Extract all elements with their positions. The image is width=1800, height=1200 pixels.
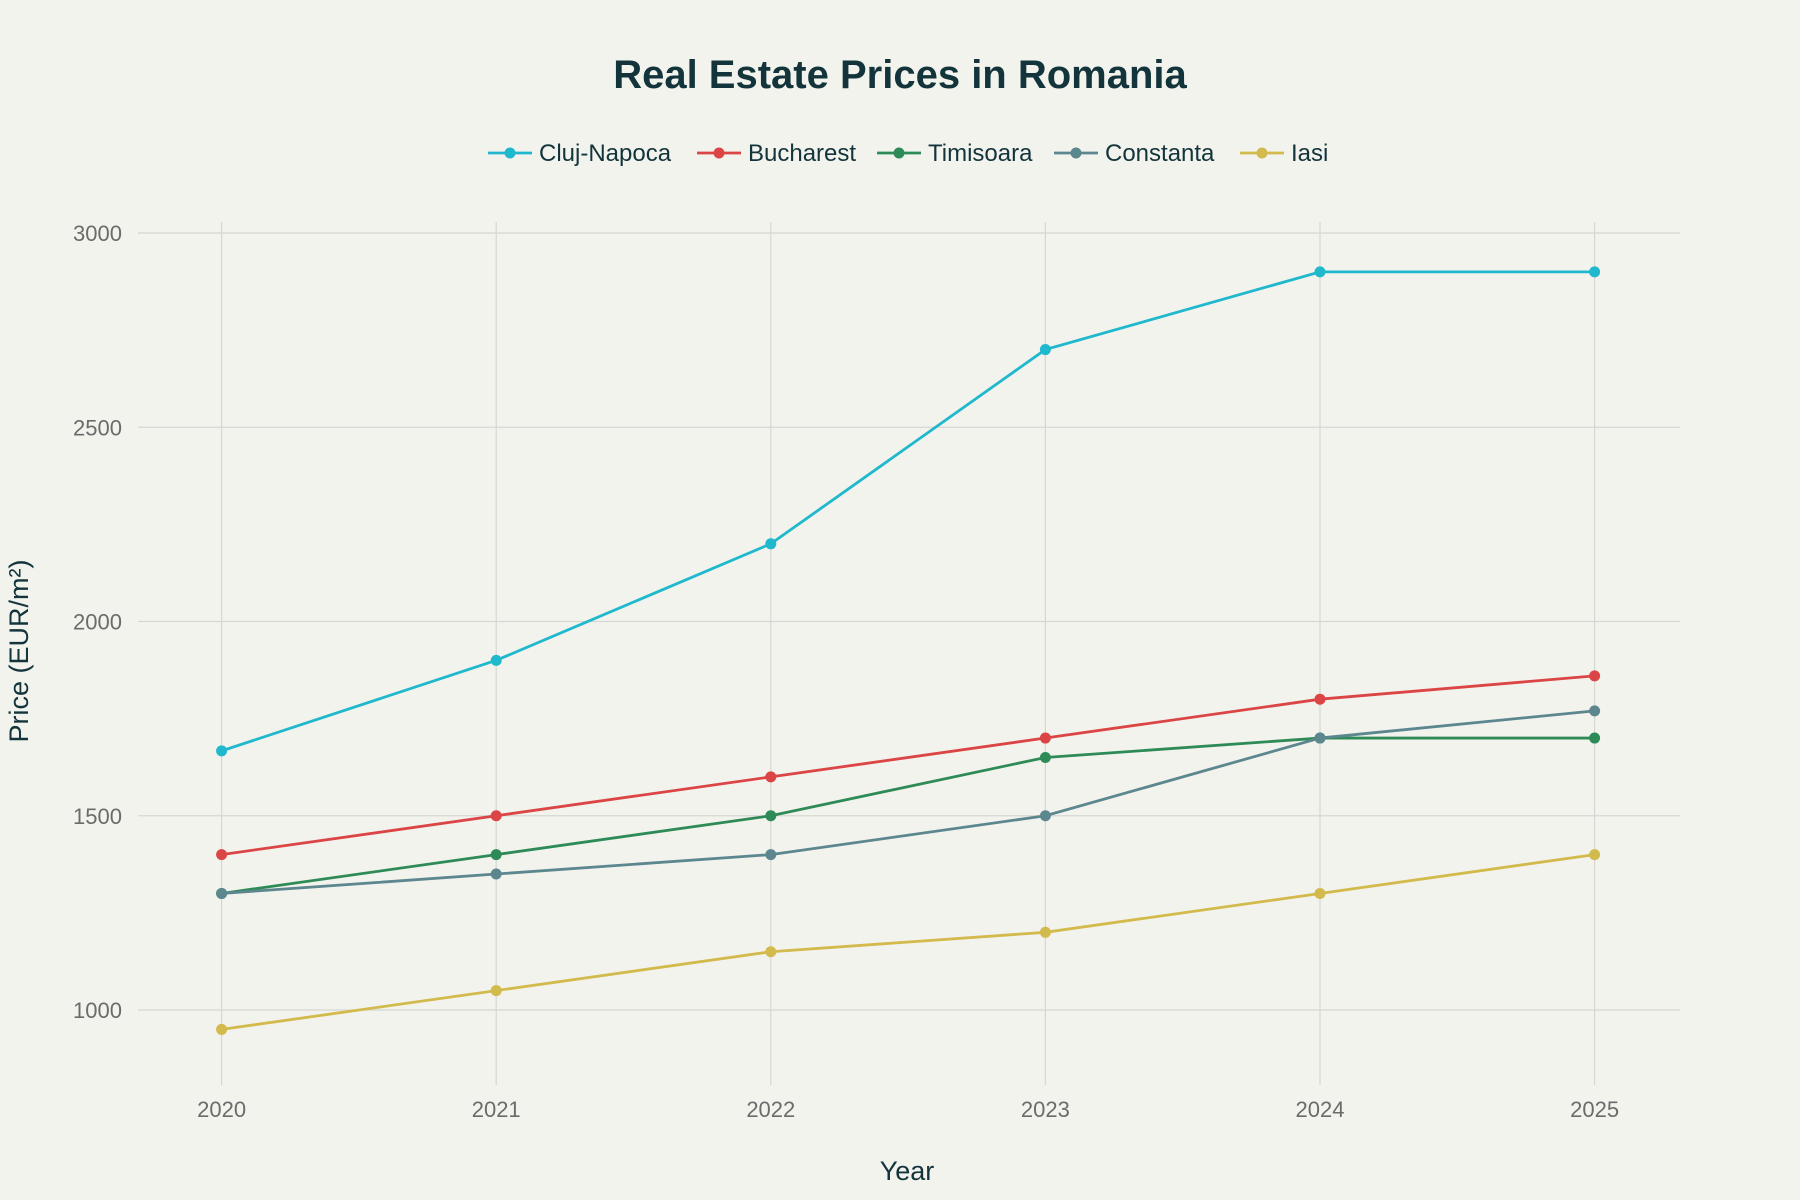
y-tick-label: 1000 — [73, 998, 122, 1023]
data-point[interactable] — [216, 1023, 228, 1035]
legend-marker-icon — [713, 147, 725, 159]
data-point[interactable] — [1589, 705, 1601, 717]
data-point[interactable] — [1039, 810, 1051, 822]
legend-item[interactable]: Bucharest — [697, 140, 856, 167]
y-tick-label: 3000 — [73, 221, 122, 246]
data-point[interactable] — [1039, 751, 1051, 763]
data-point[interactable] — [216, 745, 228, 757]
series-constanta — [216, 705, 1601, 899]
series-line — [221, 736, 1595, 895]
x-axis-title: Year — [880, 1156, 935, 1186]
series-iasi — [216, 849, 1601, 1035]
y-tick-label: 1500 — [73, 804, 122, 829]
series-lines — [216, 266, 1601, 1035]
legend: Cluj-Napoca Bucharest Timisoara Constanta Ia… — [488, 140, 1328, 167]
chart-title: Real Estate Prices in Romania — [613, 53, 1187, 97]
y-axis-title: Price (EUR/m²) — [4, 560, 34, 743]
data-point[interactable] — [1589, 849, 1601, 861]
legend-item[interactable]: Constanta — [1054, 140, 1215, 167]
data-point[interactable] — [216, 887, 228, 899]
y-axis-ticks: 1000 1500 2000 2500 3000 — [73, 221, 122, 1023]
data-point[interactable] — [490, 810, 502, 822]
x-axis-ticks: 2020 2021 2022 2023 2024 2025 — [197, 1097, 1619, 1122]
x-tick-label: 2020 — [197, 1097, 246, 1122]
data-point[interactable] — [1039, 344, 1051, 356]
legend-label: Timisoara — [928, 140, 1033, 167]
legend-label: Iasi — [1291, 140, 1328, 167]
data-point[interactable] — [1039, 732, 1051, 744]
data-point[interactable] — [1314, 887, 1326, 899]
data-point[interactable] — [765, 810, 777, 822]
legend-marker-icon — [1256, 147, 1268, 159]
legend-label: Bucharest — [748, 140, 856, 167]
data-point[interactable] — [1589, 266, 1601, 278]
legend-marker-icon — [893, 147, 905, 159]
legend-marker-icon — [1070, 147, 1082, 159]
data-point[interactable] — [765, 538, 777, 550]
x-tick-label: 2023 — [1021, 1097, 1070, 1122]
series-line — [221, 674, 1595, 856]
legend-item[interactable]: Timisoara — [877, 140, 1033, 167]
legend-item[interactable]: Cluj-Napoca — [488, 140, 672, 167]
data-point[interactable] — [765, 849, 777, 861]
data-point[interactable] — [490, 985, 502, 997]
data-point[interactable] — [1589, 732, 1601, 744]
data-point[interactable] — [490, 868, 502, 880]
data-point[interactable] — [765, 946, 777, 958]
series-cluj-napoca — [216, 266, 1601, 757]
gridlines — [138, 222, 1680, 1085]
data-point[interactable] — [216, 849, 228, 861]
x-tick-label: 2021 — [472, 1097, 521, 1122]
x-tick-label: 2024 — [1296, 1097, 1345, 1122]
data-point[interactable] — [1314, 266, 1326, 278]
x-tick-label: 2025 — [1570, 1097, 1619, 1122]
y-tick-label: 2000 — [73, 610, 122, 635]
data-point[interactable] — [1314, 693, 1326, 705]
data-point[interactable] — [1314, 732, 1326, 744]
data-point[interactable] — [765, 771, 777, 783]
legend-marker-icon — [504, 147, 516, 159]
series-line — [221, 853, 1595, 1031]
y-tick-label: 2500 — [73, 415, 122, 440]
legend-label: Cluj-Napoca — [539, 140, 672, 167]
data-point[interactable] — [490, 654, 502, 666]
legend-label: Constanta — [1105, 140, 1215, 167]
data-point[interactable] — [1589, 670, 1601, 682]
data-point[interactable] — [490, 849, 502, 861]
data-point[interactable] — [1039, 926, 1051, 938]
series-bucharest — [216, 670, 1601, 861]
series-line — [221, 709, 1595, 895]
x-tick-label: 2022 — [746, 1097, 795, 1122]
series-line — [221, 270, 1595, 753]
legend-item[interactable]: Iasi — [1240, 140, 1328, 167]
